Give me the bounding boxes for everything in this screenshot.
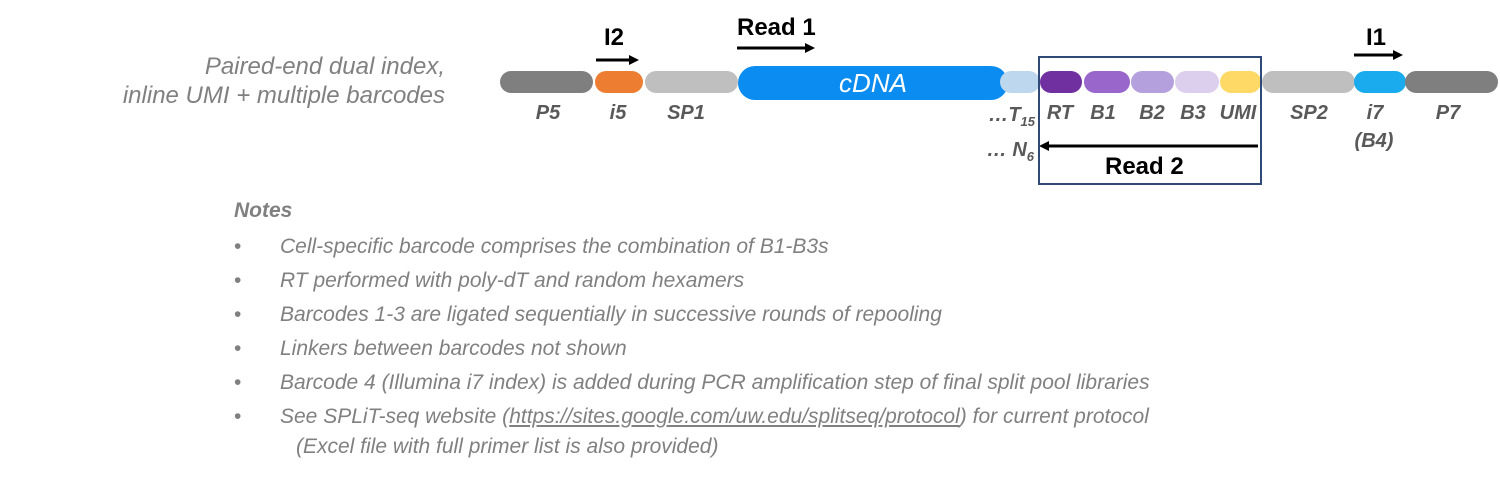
bullet: • (234, 303, 242, 326)
note-text: RT performed with poly-dT and random hex… (280, 269, 745, 292)
label-p5: P5 (535, 102, 561, 124)
read1-label: Read 1 (737, 14, 816, 41)
notes-title: Notes (234, 199, 293, 222)
note-item: • See SPLiT-seq website (https://sites.go… (234, 400, 1150, 434)
read-arrows (596, 43, 1403, 151)
segment-umi (1220, 71, 1261, 93)
label-n6: … N6 (968, 139, 1034, 164)
segment-b1 (1084, 71, 1130, 93)
label-n6-text: … N (986, 139, 1027, 161)
segment-i5 (595, 71, 643, 93)
segment-p7 (1405, 71, 1498, 93)
segment-sp1 (645, 71, 738, 93)
note-item: • Cell-specific barcode comprises the com… (234, 230, 1150, 264)
label-rt: RT (1046, 102, 1074, 124)
read2-region-box (1038, 56, 1262, 185)
bullet: • (234, 269, 242, 292)
label-b3: B3 (1180, 102, 1206, 124)
title-line-1: Paired-end dual index, (204, 53, 445, 80)
segment-rt (1040, 71, 1082, 93)
read2-label: Read 2 (1105, 153, 1184, 180)
label-sp1: SP1 (667, 102, 705, 124)
segment-sp2 (1262, 71, 1355, 93)
note-text-suffix: ) for current protocol (959, 405, 1149, 428)
label-polyt: …T15 (975, 104, 1035, 129)
label-b1: B1 (1090, 102, 1116, 124)
segment-polyt (1000, 71, 1040, 93)
label-b2: B2 (1139, 102, 1165, 124)
notes-list: • Cell-specific barcode comprises the com… (234, 230, 1150, 434)
title-line-2: inline UMI + multiple barcodes (122, 82, 445, 109)
i2-label: I2 (604, 24, 625, 51)
segment-b2 (1131, 71, 1174, 93)
label-b4: (B4) (1354, 130, 1394, 152)
bullet: • (234, 405, 242, 428)
note-item: • Barcode 4 (Illumina i7 index) is added … (234, 366, 1150, 400)
note-item: • Linkers between barcodes not shown (234, 332, 1150, 366)
label-i5: i5 (609, 102, 627, 124)
note-item: • Barcodes 1-3 are ligated sequentially i… (234, 298, 1150, 332)
i1-label: I1 (1366, 24, 1387, 51)
segment-i7 (1354, 71, 1406, 93)
note-text: Cell-specific barcode comprises the comb… (280, 235, 829, 258)
label-sp2: SP2 (1290, 102, 1328, 124)
label-p7: P7 (1435, 102, 1461, 124)
label-n6-sub: 6 (1026, 149, 1034, 164)
note-text: Linkers between barcodes not shown (280, 337, 627, 360)
splitseq-protocol-link[interactable]: https://sites.google.com/uw.edu/splitseq… (509, 405, 960, 428)
cdna-label: cDNA (839, 68, 907, 98)
segment-cdna (738, 66, 1008, 100)
diagram-title: Paired-end dual index, inline UMI + mult… (40, 52, 445, 110)
label-i7: i7 (1366, 102, 1384, 124)
bullet: • (234, 235, 242, 258)
label-polyt-sub: 15 (1020, 114, 1035, 129)
label-polyt-text: …T (988, 104, 1021, 126)
note-text-prefix: See SPLiT-seq website ( (280, 405, 510, 428)
bullet: • (234, 337, 242, 360)
segment-p5 (500, 71, 593, 93)
note-subline: (Excel file with full primer list is als… (296, 435, 719, 458)
bullet: • (234, 371, 242, 394)
note-item: • RT performed with poly-dT and random he… (234, 264, 1150, 298)
segment-b3 (1175, 71, 1219, 93)
note-text: Barcode 4 (Illumina i7 index) is added d… (280, 371, 1150, 394)
note-text: Barcodes 1-3 are ligated sequentially in… (280, 303, 942, 326)
label-umi: UMI (1219, 102, 1257, 124)
